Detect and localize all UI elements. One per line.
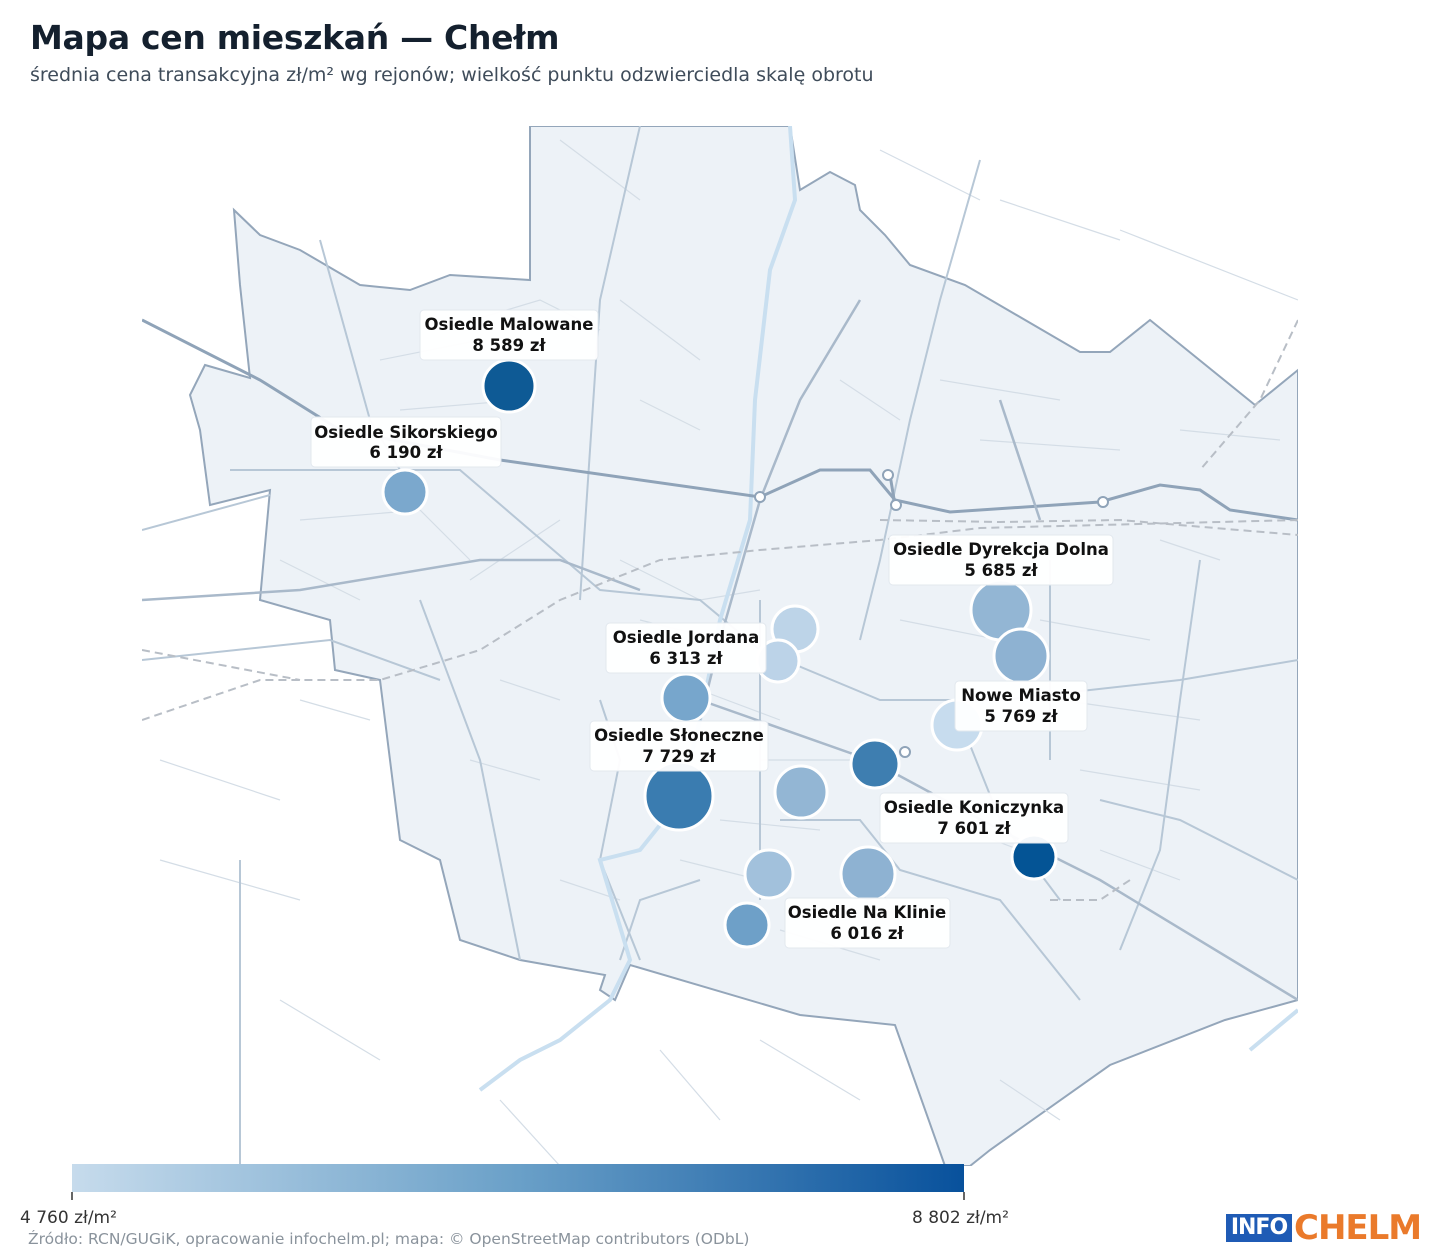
scale-min-label: 4 760 zł/m² [20,1208,117,1228]
marker-na-klinie [723,901,771,949]
label-name: Osiedle Słoneczne [594,726,764,745]
label-price: 6 190 zł [369,443,443,462]
label-name: Osiedle Na Klinie [788,903,946,922]
label-jordana: Osiedle Jordana 6 313 zł [605,622,767,674]
infochelm-logo[interactable]: INFO CHELM [1226,1208,1422,1252]
marker-sikorskiego [381,468,429,516]
marker-dyrekcja-2 [992,627,1050,685]
label-name: Osiedle Sikorskiego [314,423,497,442]
marker-center-dark [849,738,901,790]
label-sloneczne: Osiedle Słoneczne 7 729 zł [589,720,769,772]
label-name: Osiedle Dyrekcja Dolna [893,540,1109,559]
map-title: Mapa cen mieszkań — Chełm [30,18,560,57]
label-price: 7 729 zł [642,747,716,766]
label-sikorskiego: Osiedle Sikorskiego 6 190 zł [310,416,502,468]
unlabeled-markers [743,604,984,900]
labeled-markers [381,358,1058,949]
district-labels: Osiedle Malowane 8 589 zł Osiedle Sikors… [310,309,1114,949]
label-name: Osiedle Jordana [613,628,760,647]
label-price: 7 601 zł [937,819,1011,838]
label-price: 6 313 zł [649,649,723,668]
label-price: 5 685 zł [964,561,1038,580]
logo-chelm-part: CHELM [1294,1208,1422,1248]
source-note: Źródło: RCN/GUGiK, opracowanie infochelm… [28,1230,750,1248]
label-nowe-miasto: Nowe Miasto 5 769 zł [954,680,1088,732]
district-marker [743,848,795,900]
label-name: Osiedle Koniczynka [884,798,1064,817]
color-scale-bar [72,1164,964,1192]
label-malowane: Osiedle Malowane 8 589 zł [419,309,599,361]
marker-klinie-2 [839,845,897,903]
label-price: 6 016 zł [830,924,904,943]
label-koniczynka: Osiedle Koniczynka 7 601 zł [879,792,1069,844]
label-price: 5 769 zł [984,707,1058,726]
district-marker [773,764,829,820]
scale-max-label: 8 802 zł/m² [912,1208,1009,1228]
label-name: Nowe Miasto [961,686,1081,705]
marker-jordana [660,672,712,724]
marker-sloneczne [643,760,715,832]
logo-info-part: INFO [1226,1214,1292,1242]
marker-malowane [481,358,537,414]
color-scale [71,1164,965,1200]
label-dyrekcja-dolna: Osiedle Dyrekcja Dolna 5 685 zł [888,534,1114,586]
map-subtitle: średnia cena transakcyjna zł/m² wg rejon… [30,64,874,86]
label-na-klinie: Osiedle Na Klinie 6 016 zł [784,897,951,949]
label-price: 8 589 zł [472,336,546,355]
label-name: Osiedle Malowane [425,315,594,334]
